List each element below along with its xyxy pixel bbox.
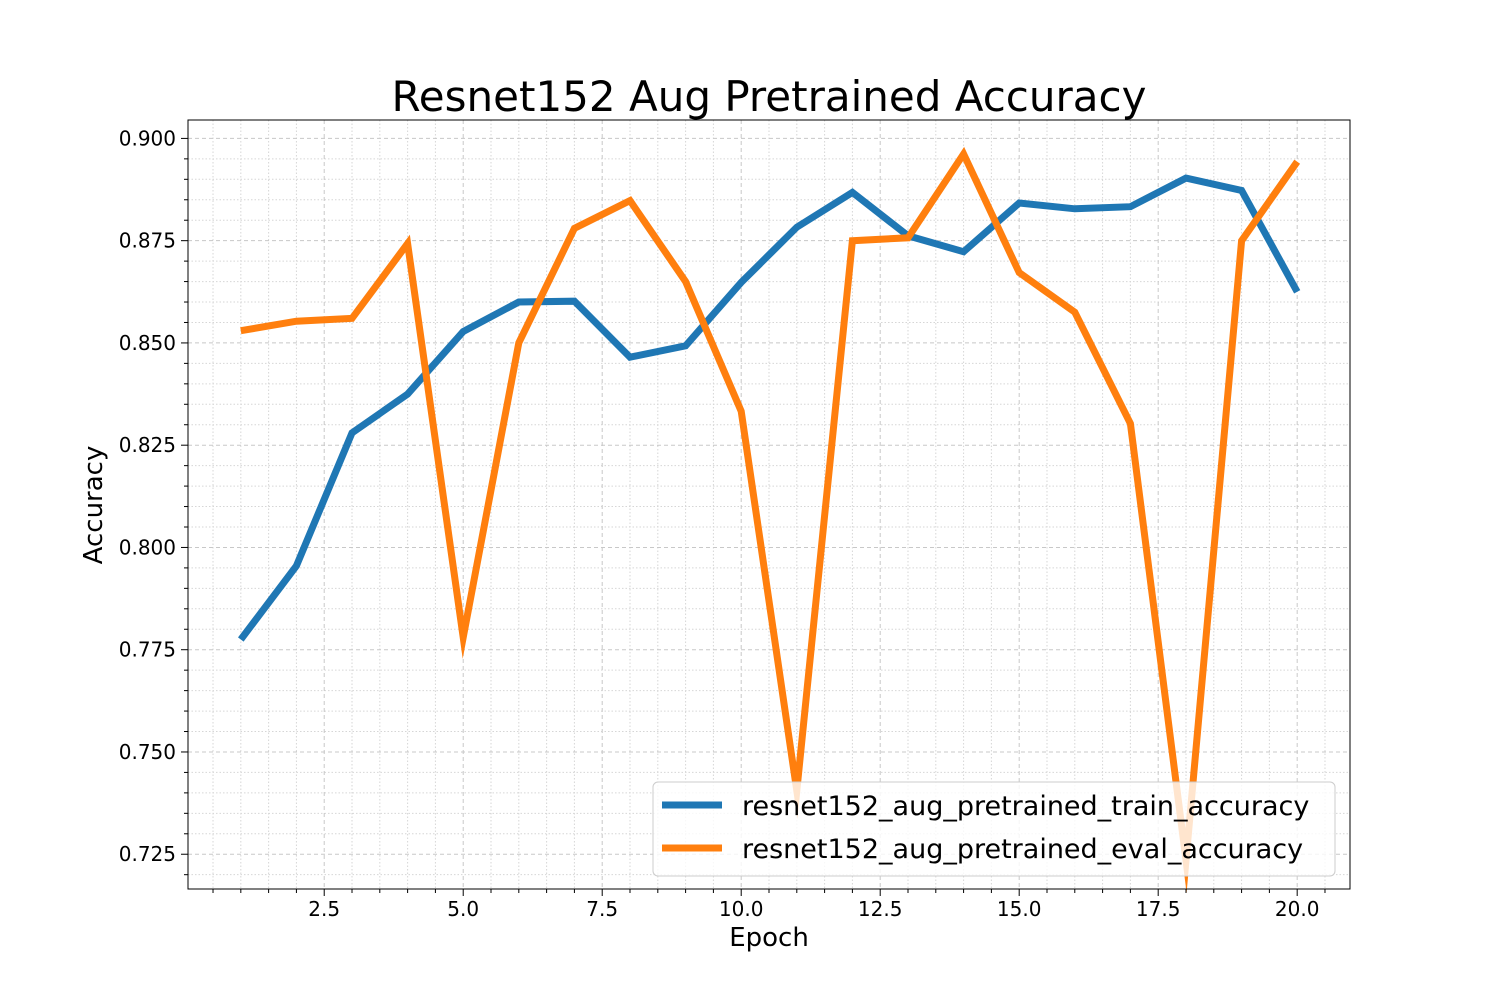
legend-box (652, 781, 1336, 877)
y-tick-label: 0.725 (119, 842, 176, 866)
y-tick-label: 0.825 (119, 433, 176, 457)
x-tick-label: 7.5 (586, 897, 618, 921)
y-tick-label: 0.850 (119, 331, 176, 355)
y-tick-label: 0.750 (119, 740, 176, 764)
x-axis-label: Epoch (729, 923, 809, 953)
legend: resnet152_aug_pretrained_train_accuracy … (652, 781, 1336, 877)
x-tick-label: 12.5 (858, 897, 903, 921)
y-axis-label: Accuracy (79, 446, 109, 565)
y-tick-label: 0.775 (119, 638, 176, 662)
x-tick-label: 15.0 (997, 897, 1042, 921)
y-tick-label: 0.800 (119, 535, 176, 559)
series-lines (238, 146, 1301, 893)
chart-title: Resnet152 Aug Pretrained Accuracy (392, 72, 1147, 121)
x-tick-label: 10.0 (719, 897, 764, 921)
series-line-eval (240, 146, 1301, 893)
x-tick-label: 20.0 (1275, 897, 1320, 921)
legend-label-train: resnet152_aug_pretrained_train_accuracy (742, 791, 1309, 822)
x-tick-label: 2.5 (308, 897, 340, 921)
axis-ticks: 2.5 5.0 7.5 10.0 12.5 15.0 17.5 20.0 0.725 0.750 0… (119, 126, 1326, 921)
legend-label-eval: resnet152_aug_pretrained_eval_accuracy (742, 834, 1303, 865)
y-tick-label: 0.875 (119, 229, 176, 253)
series-line-train (238, 174, 1301, 642)
y-tick-label: 0.900 (119, 126, 176, 150)
x-tick-label: 17.5 (1136, 897, 1181, 921)
x-tick-label: 5.0 (447, 897, 479, 921)
